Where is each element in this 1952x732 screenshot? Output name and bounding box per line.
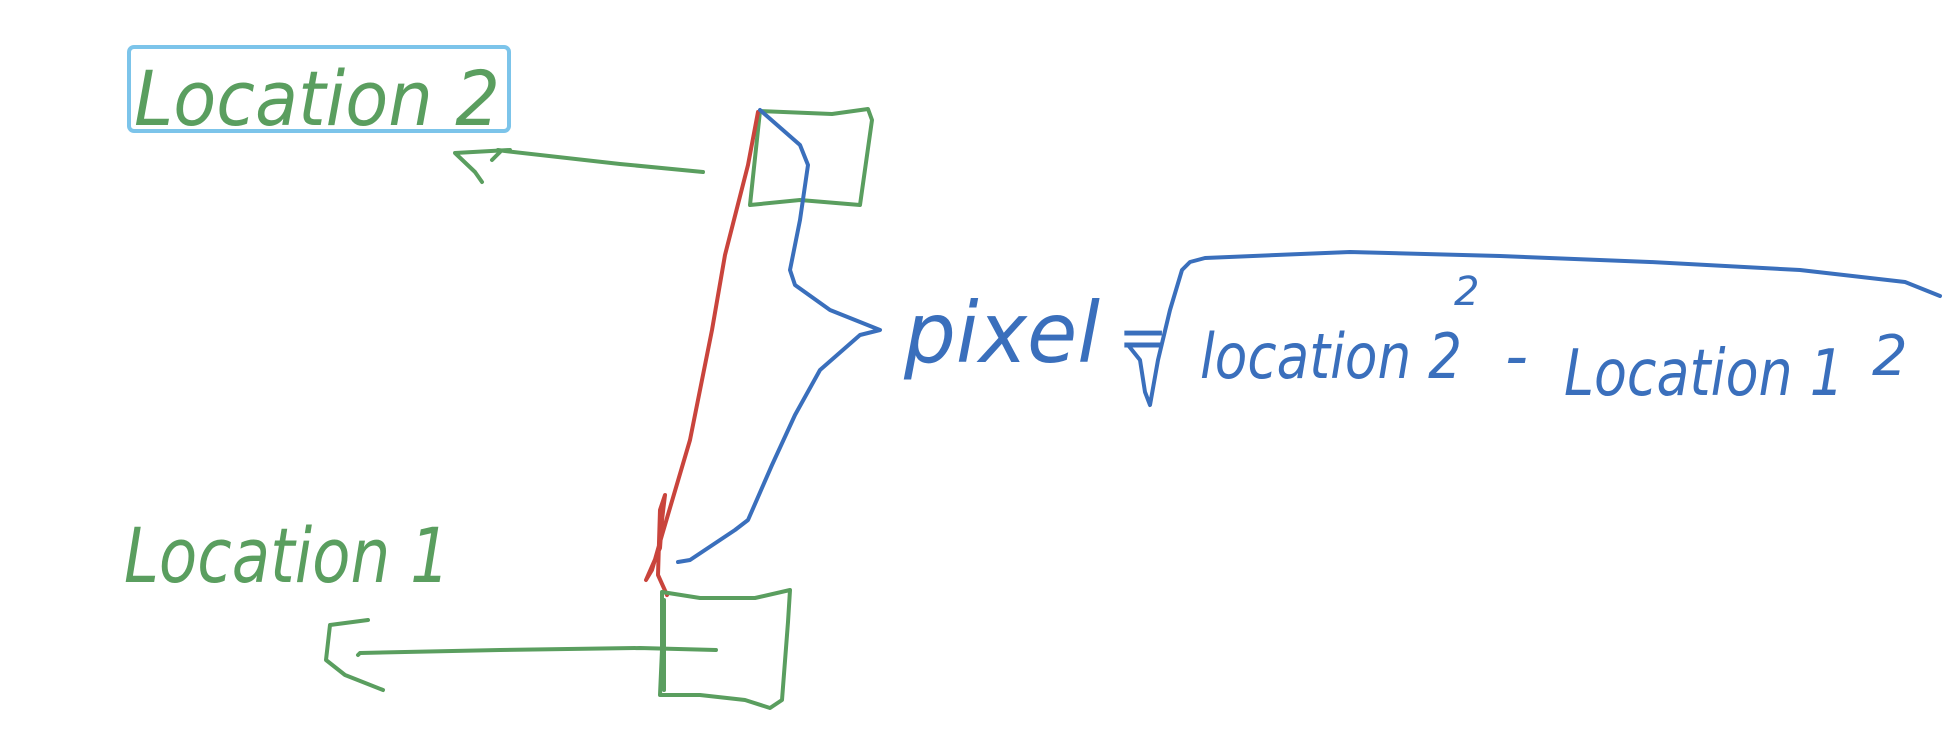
arrow-to-location-2 (453, 148, 705, 184)
formula-lhs: pixel (903, 284, 1100, 382)
label-location-2: Location 2 (134, 54, 500, 143)
formula-term1-exponent: 2 (1454, 269, 1479, 315)
formula-term2: Location 1 (1564, 337, 1844, 411)
label-location-1: Location 1 (124, 511, 450, 600)
distance-formula: pixel = location 2 2 - Location 1 2 (903, 250, 1942, 411)
selection-box[interactable] (127, 45, 511, 133)
arrow-to-location-1 (324, 618, 718, 692)
blue-brace (676, 108, 882, 564)
square-location-2 (748, 107, 874, 207)
sqrt-radical (1126, 250, 1942, 407)
square-location-1 (658, 588, 792, 710)
formula-term1: location 2 (1200, 320, 1462, 393)
formula-term2-exponent: 2 (1872, 324, 1908, 389)
formula-minus: - (1505, 320, 1528, 394)
formula-equals: = (1118, 303, 1168, 373)
red-distance-line (644, 110, 760, 597)
